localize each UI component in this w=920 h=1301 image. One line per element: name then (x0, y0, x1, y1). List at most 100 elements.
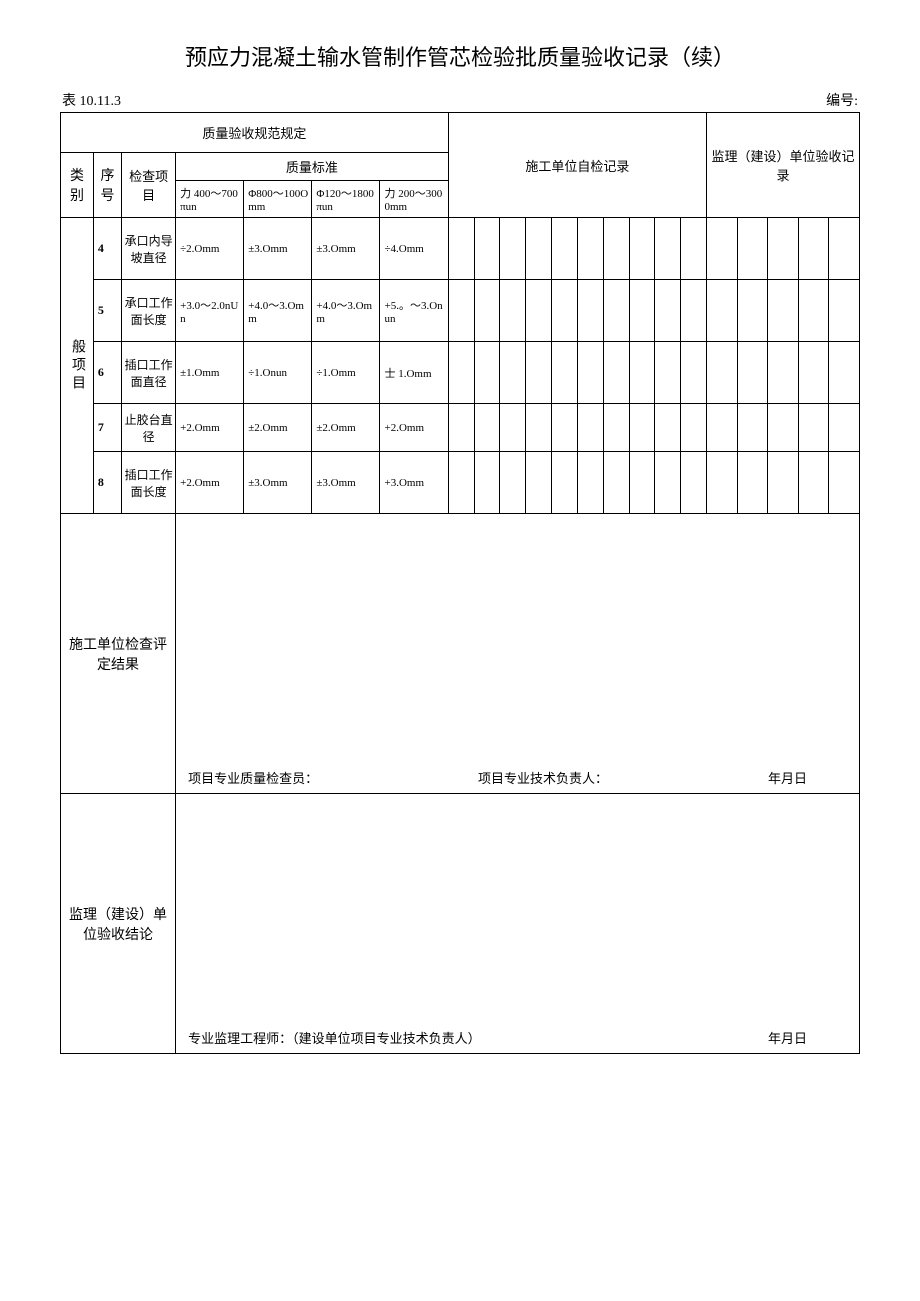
blank-cell (737, 218, 768, 280)
table-row: 5 承口工作面长度 +3.0〜2.0nUn +4.0〜3.Omm +4.0〜3.… (61, 280, 860, 342)
header-col-a: 力 400〜700πun (176, 181, 244, 218)
table-row: 8 插口工作面长度 +2.Omm ±3.Omm ±3.Omm +3.Omm (61, 452, 860, 514)
blank-cell (500, 342, 526, 404)
blank-cell (829, 404, 860, 452)
blank-cell (655, 404, 681, 452)
std-cell: ±3.Omm (244, 452, 312, 514)
inspection-table: 质量验收规范规定 施工单位自检记录 监理（建设）单位验收记录 类别 序号 检查项… (60, 112, 860, 1054)
result-row: 施工单位检查评定结果 项目专业质量检查员： 项目专业技术负责人： 年月日 (61, 514, 860, 794)
blank-cell (500, 452, 526, 514)
engineer-label: 专业监理工程师：（建设单位项目专业技术负责人） (188, 1028, 583, 1047)
blank-cell (474, 342, 500, 404)
blank-cell (798, 342, 829, 404)
blank-cell (798, 280, 829, 342)
std-cell: +4.0〜3.Omm (312, 280, 380, 342)
blank-cell (474, 404, 500, 452)
blank-cell (552, 452, 578, 514)
blank-cell (577, 218, 603, 280)
std-cell: ±3.Omm (244, 218, 312, 280)
blank-cell (500, 218, 526, 280)
date-label: 年月日 (768, 768, 847, 787)
table-header-row: 质量验收规范规定 施工单位自检记录 监理（建设）单位验收记录 (61, 113, 860, 153)
category-cell: 般项目 (61, 218, 94, 514)
blank-cell (526, 452, 552, 514)
date-label: 年月日 (583, 1028, 847, 1047)
blank-cell (526, 404, 552, 452)
blank-cell (629, 218, 655, 280)
blank-cell (629, 342, 655, 404)
tech-lead-label: 项目专业技术负责人： (478, 768, 608, 787)
blank-cell (603, 280, 629, 342)
blank-cell (526, 342, 552, 404)
std-cell: ±3.Omm (312, 218, 380, 280)
blank-cell (448, 218, 474, 280)
blank-cell (829, 452, 860, 514)
std-cell: +3.Omm (380, 452, 448, 514)
std-cell: ±3.Omm (312, 452, 380, 514)
std-cell: +5.。〜3.Onun (380, 280, 448, 342)
blank-cell (448, 280, 474, 342)
header-category: 类别 (61, 153, 94, 218)
blank-cell (629, 404, 655, 452)
blank-cell (655, 342, 681, 404)
blank-cell (474, 280, 500, 342)
blank-cell (655, 218, 681, 280)
blank-cell (829, 218, 860, 280)
blank-cell (768, 218, 799, 280)
blank-cell (681, 404, 707, 452)
header-quality-spec: 质量验收规范规定 (61, 113, 449, 153)
std-cell: ±2.Omm (312, 404, 380, 452)
blank-cell (577, 280, 603, 342)
blank-cell (798, 452, 829, 514)
blank-cell (681, 218, 707, 280)
std-cell: +4.0〜3.Omm (244, 280, 312, 342)
seq-cell: 8 (93, 452, 121, 514)
blank-cell (737, 452, 768, 514)
blank-cell (707, 452, 738, 514)
blank-cell (707, 342, 738, 404)
blank-cell (655, 280, 681, 342)
blank-cell (448, 452, 474, 514)
inspector-label: 项目专业质量检查员： (188, 768, 318, 787)
blank-cell (603, 452, 629, 514)
blank-cell (737, 280, 768, 342)
std-cell: +2.Omm (380, 404, 448, 452)
meta-row: 表 10.11.3 编号: (60, 90, 860, 110)
blank-cell (768, 280, 799, 342)
blank-cell (655, 452, 681, 514)
blank-cell (552, 218, 578, 280)
table-number: 表 10.11.3 (62, 90, 121, 110)
seq-cell: 6 (93, 342, 121, 404)
std-cell: +2.Omm (176, 404, 244, 452)
header-supervisor: 监理（建设）单位验收记录 (707, 113, 860, 218)
blank-cell (768, 452, 799, 514)
std-cell: ÷1.Onun (244, 342, 312, 404)
blank-cell (577, 342, 603, 404)
blank-cell (768, 342, 799, 404)
blank-cell (603, 218, 629, 280)
header-check-item: 检查项目 (122, 153, 176, 218)
blank-cell (707, 280, 738, 342)
blank-cell (707, 404, 738, 452)
blank-cell (798, 404, 829, 452)
blank-cell (681, 280, 707, 342)
std-cell: 士 1.Omm (380, 342, 448, 404)
seq-cell: 7 (93, 404, 121, 452)
blank-cell (681, 452, 707, 514)
seq-cell: 4 (93, 218, 121, 280)
blank-cell (526, 218, 552, 280)
blank-cell (768, 404, 799, 452)
item-cell: 插口工作面长度 (122, 452, 176, 514)
table-row: 6 插口工作面直径 ±1.Omm ÷1.Onun ÷1.Omm 士 1.Omm (61, 342, 860, 404)
blank-cell (474, 452, 500, 514)
header-col-d: 力 200〜3000mm (380, 181, 448, 218)
blank-cell (552, 280, 578, 342)
serial-label: 编号: (826, 90, 858, 110)
std-cell: ±1.Omm (176, 342, 244, 404)
blank-cell (829, 342, 860, 404)
header-col-c: Φ120〜1800πun (312, 181, 380, 218)
conclusion-row: 监理（建设）单位验收结论 专业监理工程师：（建设单位项目专业技术负责人） 年月日 (61, 794, 860, 1054)
header-self-check: 施工单位自检记录 (448, 113, 706, 218)
header-col-b: Φ800〜100Omm (244, 181, 312, 218)
std-cell: ÷4.Omm (380, 218, 448, 280)
